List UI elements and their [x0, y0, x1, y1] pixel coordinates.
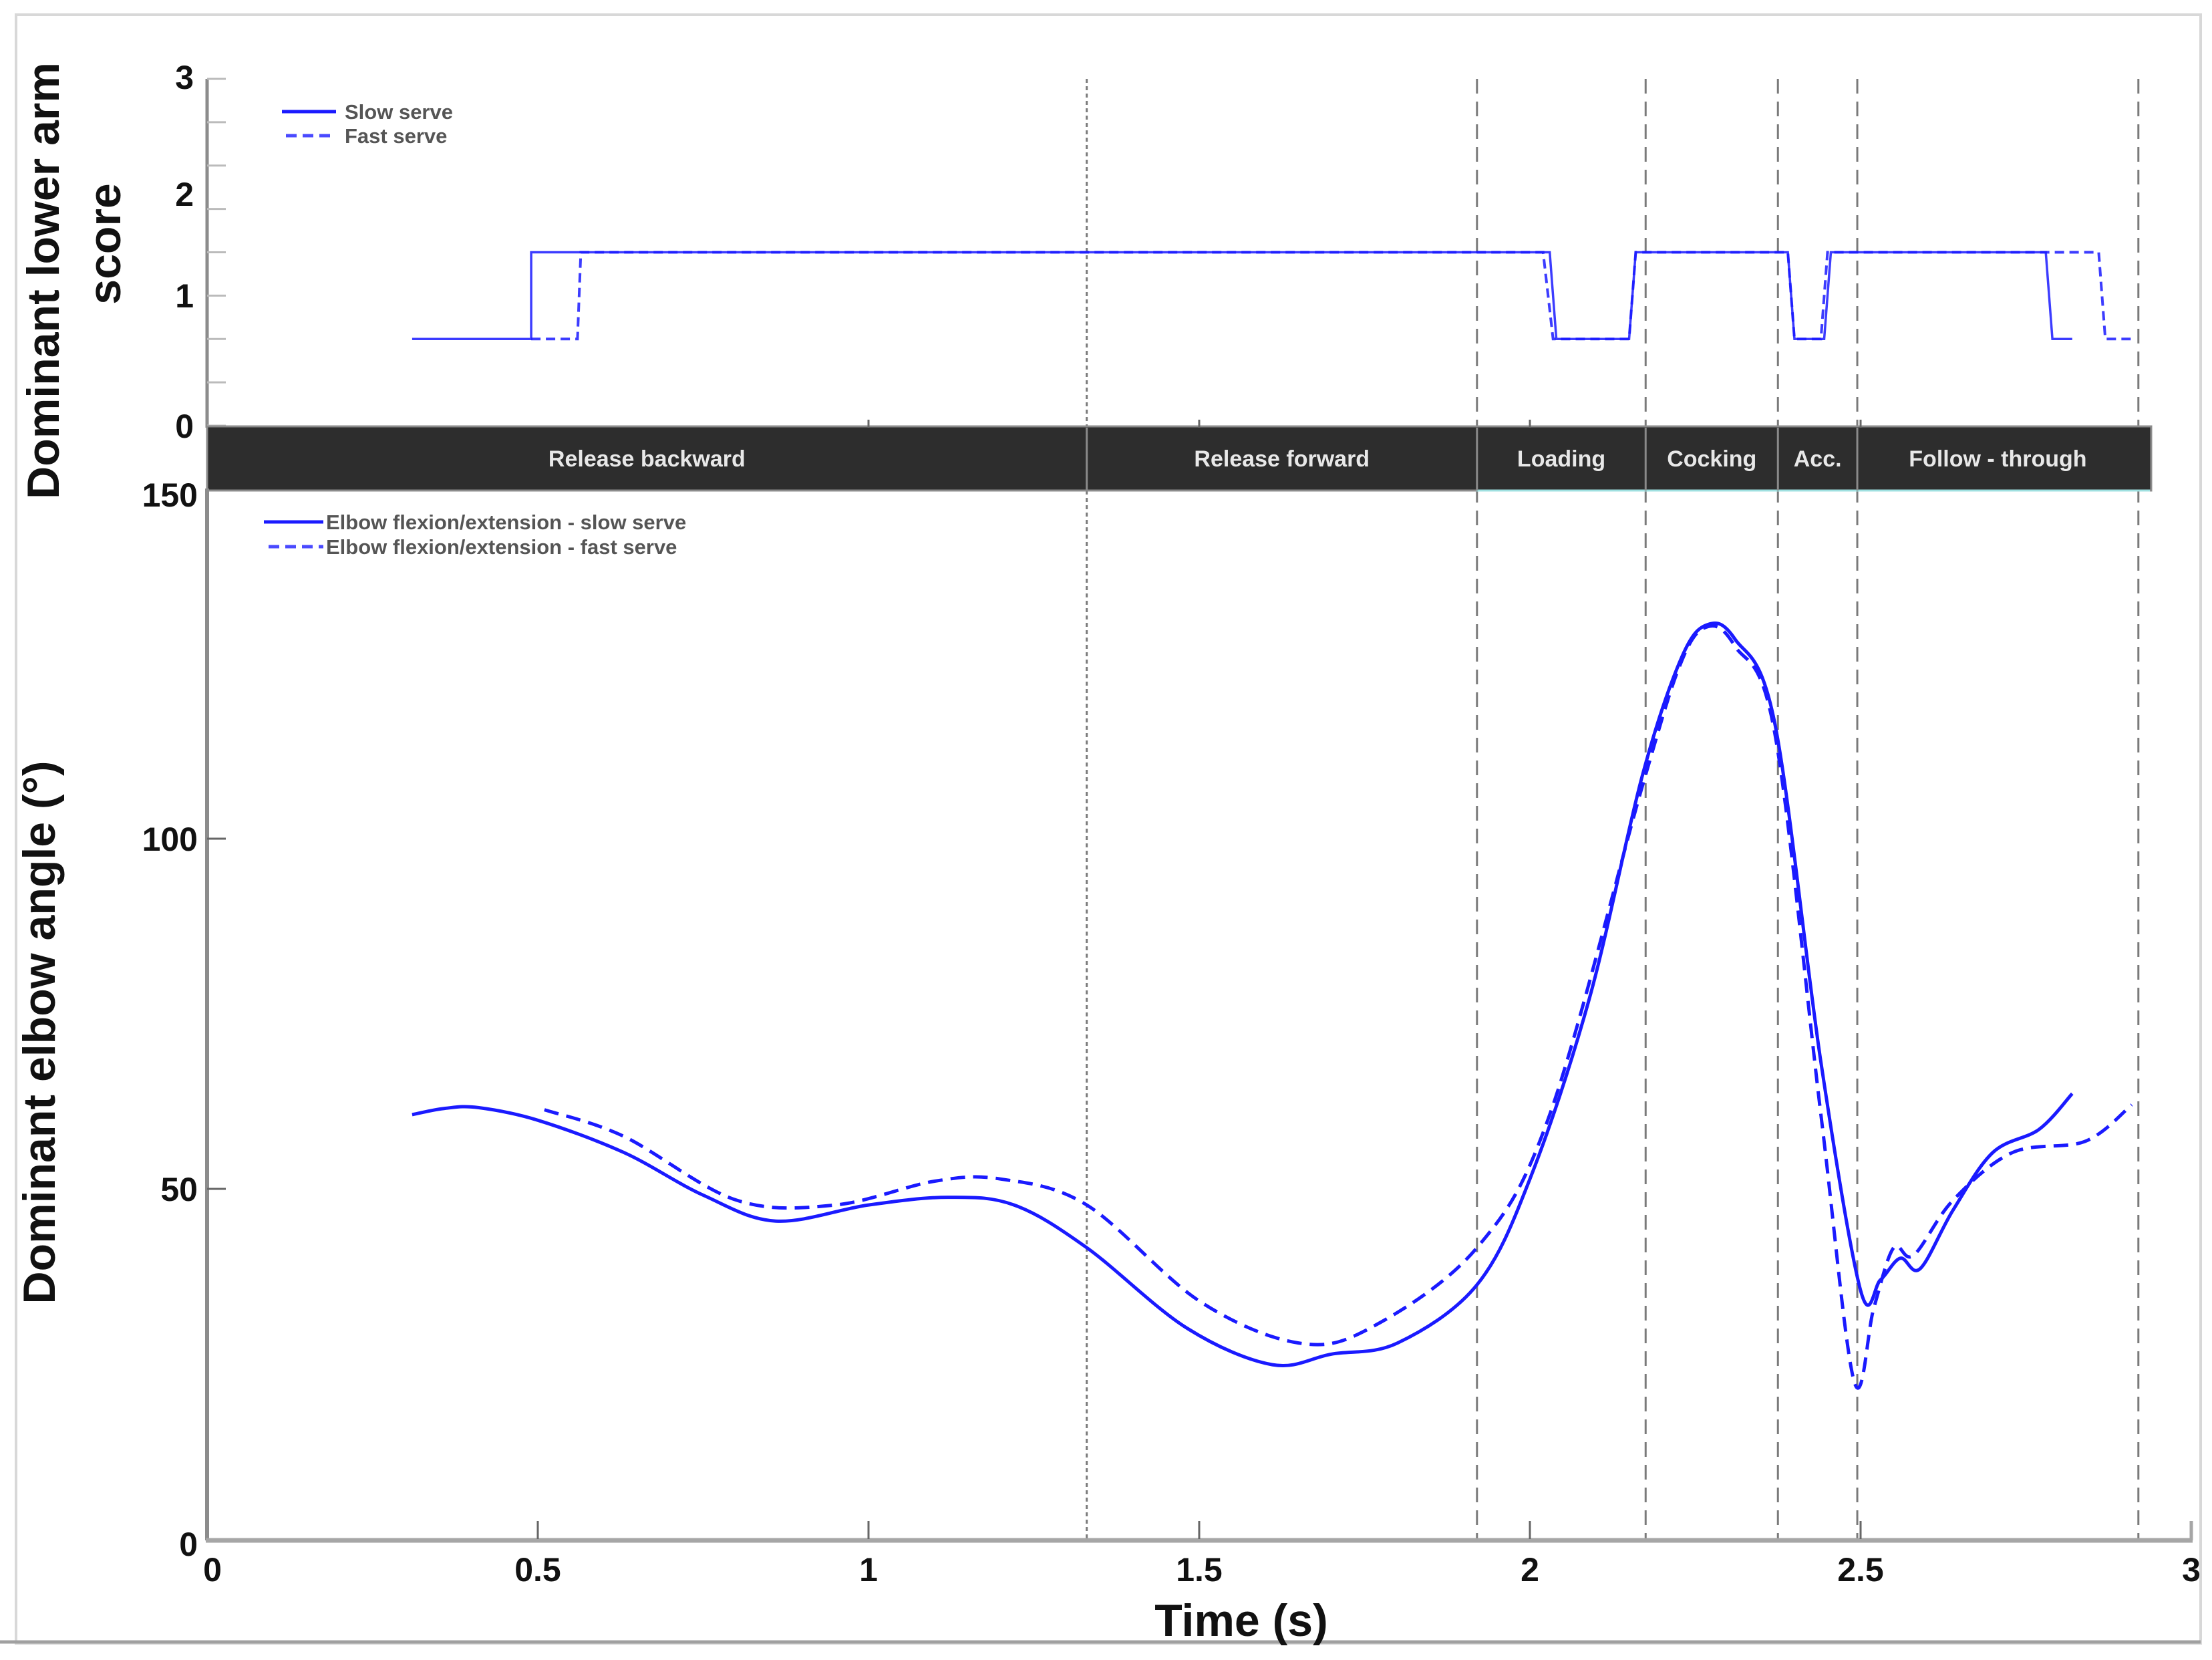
bottom-x-tick-label: 1.5 [1176, 1551, 1223, 1588]
bottom-x-tick-label: 0.5 [514, 1551, 561, 1588]
phase-label: Release backward [548, 446, 746, 472]
top-y-tick-label: 3 [175, 59, 194, 96]
bottom-y-tick-label: 100 [142, 821, 198, 858]
phase-label: Loading [1517, 446, 1605, 472]
top-legend: Slow serve Fast serve [282, 100, 453, 148]
top-y-axis-title-line2: score [80, 183, 130, 304]
phase-boundary-lines [1086, 79, 2140, 1539]
phase-label: Cocking [1667, 446, 1756, 472]
bottom-x-tick-label: 3 [2182, 1551, 2201, 1588]
top-y-tick-labels: 0 1 2 3 [175, 59, 194, 445]
slow-serve-elbow-line [412, 621, 2074, 1367]
top-y-minor-ticks [207, 78, 226, 427]
bottom-y-tick-label: 150 [142, 476, 198, 514]
bottom-x-tick-label: 1 [859, 1551, 878, 1588]
phase-label: Acc. [1794, 446, 1842, 472]
bottom-legend: Elbow flexion/extension - slow serve Elb… [264, 511, 686, 559]
bottom-x-tick-label: 2 [1521, 1551, 1539, 1588]
fast-serve-elbow-line [544, 624, 2133, 1390]
top-y-tick-label: 1 [175, 277, 194, 315]
phase-bar-background [206, 425, 2153, 492]
phase-labels: Release backward Release forward Loading Co… [548, 446, 2087, 472]
top-legend-label-slow: Slow serve [345, 100, 453, 124]
phase-label: Release forward [1194, 446, 1370, 472]
bottom-y-tick-label: 0 [179, 1526, 198, 1563]
top-y-tick-label: 2 [175, 176, 194, 213]
top-y-tick-label: 0 [175, 408, 194, 445]
bottom-legend-label-slow: Elbow flexion/extension - slow serve [326, 511, 686, 534]
bottom-y-tick-label: 50 [160, 1171, 198, 1208]
top-panel: 0 1 2 3 Slow serve Fast serve Dominant lowe… [18, 59, 2132, 499]
bottom-panel: 0 50 100 150 0 0.5 1 1.5 2 2.5 3 Elbow flexion/ex… [14, 476, 2201, 1646]
bottom-x-tick-labels: 0 0.5 1 1.5 2 2.5 3 [203, 1551, 2201, 1588]
bottom-legend-label-fast: Elbow flexion/extension - fast serve [326, 535, 677, 559]
phase-dividers [867, 420, 1862, 491]
bottom-y-tick-labels: 0 50 100 150 [142, 476, 198, 1563]
top-y-axis-title-line1: Dominant lower arm [18, 62, 69, 499]
figure-border [15, 13, 2202, 1645]
bottom-x-axis-title: Time (s) [1154, 1595, 1327, 1646]
bottom-x-tick-label: 2.5 [1837, 1551, 1884, 1588]
bottom-axis-ticks [207, 837, 1862, 1539]
phase-bar: Release backward Release forward Loading Co… [206, 420, 2153, 492]
bottom-y-axis-title: Dominant elbow angle (°) [14, 761, 65, 1304]
phase-label: Follow - through [1909, 446, 2086, 472]
bottom-x-tick-label: 0 [203, 1551, 222, 1588]
top-legend-label-fast: Fast serve [345, 124, 447, 148]
bottom-series-lines [412, 621, 2133, 1390]
top-series-lines [412, 251, 2132, 341]
